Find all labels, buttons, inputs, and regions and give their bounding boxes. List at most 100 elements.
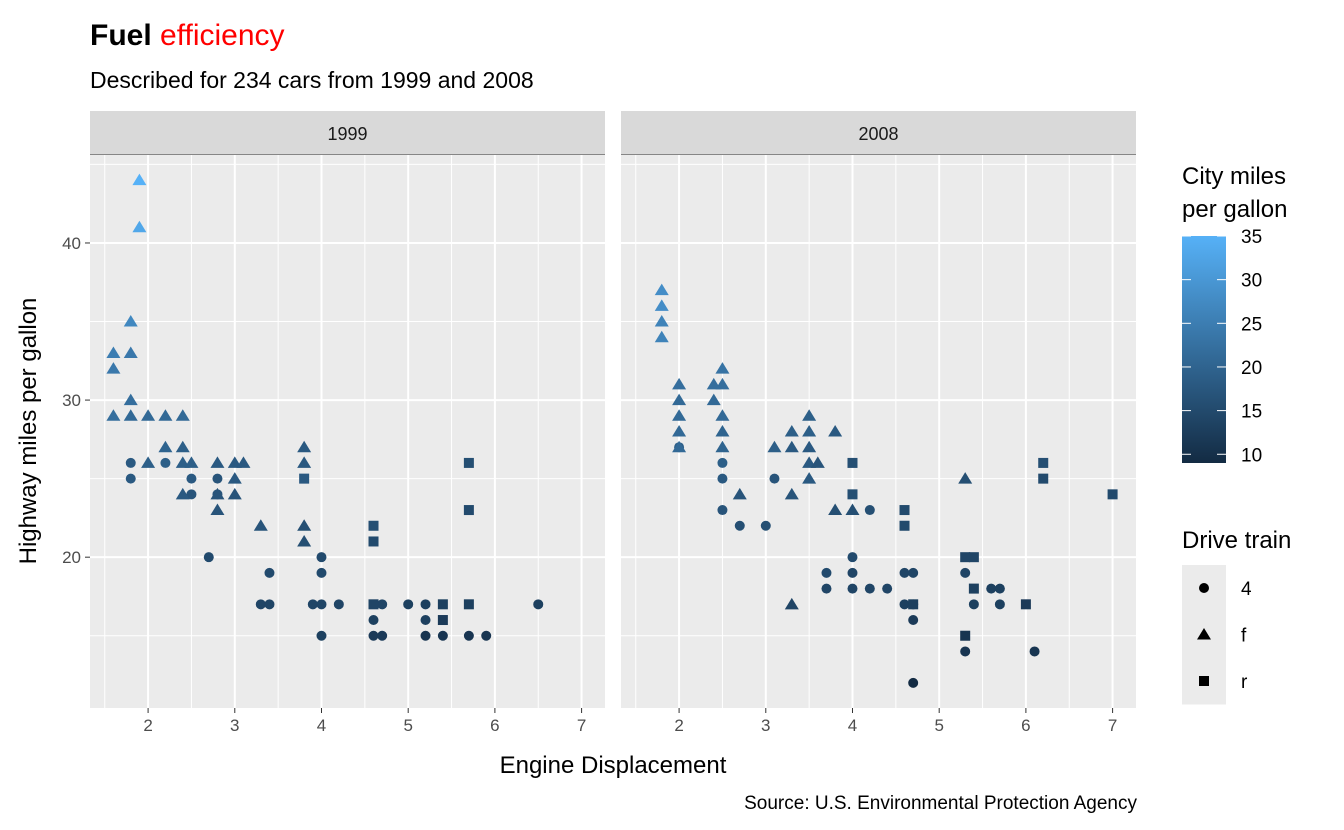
x-tick-label: 4: [848, 716, 857, 735]
facet-panel-2008: 2008 2 3 4 5 6 7: [621, 111, 1136, 735]
data-point-f: [175, 409, 190, 421]
data-point-f: [141, 456, 156, 468]
color-legend-title-line1: City miles: [1182, 163, 1286, 190]
x-tick-label: 7: [577, 716, 586, 735]
data-point-f: [810, 456, 825, 468]
data-point-4: [899, 599, 910, 610]
data-point-4: [734, 520, 745, 531]
data-point-4: [264, 599, 275, 610]
data-point-f: [123, 346, 138, 358]
data-point-f: [184, 456, 199, 468]
data-point-f: [784, 440, 799, 453]
data-point-4: [186, 489, 197, 500]
shape-legend-label: f: [1241, 626, 1247, 647]
data-point-r: [968, 552, 979, 563]
x-tick-label: 6: [1021, 716, 1030, 735]
data-point-4: [717, 505, 728, 516]
chart-subtitle: Described for 234 cars from 1999 and 200…: [90, 67, 534, 93]
x-tick-label: 2: [143, 716, 152, 735]
data-point-4: [377, 630, 388, 641]
data-point-r: [368, 599, 379, 610]
data-point-4: [968, 599, 979, 610]
data-point-f: [175, 440, 190, 453]
facet-strip-label: 1999: [327, 124, 367, 144]
y-axis-title: Highway miles per gallon: [15, 298, 42, 565]
data-point-r: [899, 505, 910, 516]
data-point-4: [463, 630, 474, 641]
data-point-r: [368, 520, 379, 531]
y-tick-label: 20: [62, 548, 81, 567]
data-point-f: [236, 456, 251, 468]
data-point-4: [420, 599, 431, 610]
data-point-4: [368, 630, 379, 641]
data-point-f: [654, 299, 669, 311]
data-point-4: [316, 567, 327, 578]
panel-background: [621, 155, 1136, 708]
legend-triangle-icon: [1197, 628, 1211, 640]
data-point-4: [437, 630, 448, 641]
chart-caption: Source: U.S. Environmental Protection Ag…: [744, 793, 1137, 814]
shape-legend-label: r: [1241, 672, 1248, 693]
data-point-f: [828, 425, 843, 437]
data-point-r: [437, 615, 448, 626]
x-tick-label: 5: [934, 716, 943, 735]
data-point-f: [654, 283, 669, 296]
data-point-4: [986, 583, 997, 594]
data-point-4: [821, 567, 832, 578]
data-point-f: [706, 393, 721, 406]
data-point-f: [175, 487, 190, 500]
data-point-f: [802, 425, 817, 437]
data-point-r: [1038, 473, 1049, 484]
x-tick-label: 3: [761, 716, 770, 735]
data-point-4: [377, 599, 388, 610]
data-point-4: [403, 599, 414, 610]
colorbar-label: 15: [1241, 402, 1262, 423]
data-point-4: [160, 457, 171, 468]
facet-strip-label: 2008: [858, 124, 898, 144]
x-axis-title: Engine Displacement: [500, 752, 727, 779]
legend-square-icon: [1199, 676, 1209, 686]
data-point-f: [784, 487, 799, 500]
data-point-f: [210, 503, 225, 516]
facet-panel-1999: 1999 2 3 4 5 6 7 20 30 40: [62, 111, 605, 735]
data-point-f: [210, 487, 225, 500]
colorbar-label: 25: [1241, 314, 1262, 335]
data-point-r: [368, 536, 379, 547]
data-point-4: [908, 615, 919, 626]
data-point-4: [420, 615, 431, 626]
data-point-4: [368, 615, 379, 626]
data-point-f: [106, 362, 121, 374]
legend-circle-icon: [1199, 583, 1209, 593]
data-point-f: [106, 346, 121, 358]
data-point-f: [123, 409, 138, 421]
data-point-f: [227, 472, 242, 484]
data-point-f: [297, 534, 312, 547]
data-point-4: [960, 646, 971, 657]
data-point-f: [210, 456, 225, 468]
data-point-4: [264, 567, 275, 578]
data-point-f: [767, 440, 782, 453]
data-point-f: [715, 440, 730, 453]
x-tick-label: 7: [1108, 716, 1117, 735]
data-point-4: [908, 677, 919, 688]
colorbar-label: 35: [1241, 227, 1262, 248]
data-point-f: [672, 425, 687, 437]
data-point-4: [994, 599, 1005, 610]
data-point-r: [908, 599, 919, 610]
colorbar-label: 10: [1241, 445, 1262, 466]
data-point-4: [760, 520, 771, 531]
data-point-4: [864, 505, 875, 516]
data-point-4: [316, 599, 327, 610]
data-point-f: [845, 503, 860, 516]
data-point-f: [802, 409, 817, 421]
data-point-4: [882, 583, 893, 594]
data-point-r: [960, 552, 971, 563]
chart-title: Fuel efficiency: [90, 19, 285, 52]
data-point-4: [255, 599, 266, 610]
data-point-f: [123, 393, 138, 406]
data-point-f: [784, 425, 799, 437]
x-tick-label: 3: [230, 716, 239, 735]
data-point-f: [672, 393, 687, 406]
data-point-r: [463, 505, 474, 516]
data-point-4: [125, 457, 136, 468]
